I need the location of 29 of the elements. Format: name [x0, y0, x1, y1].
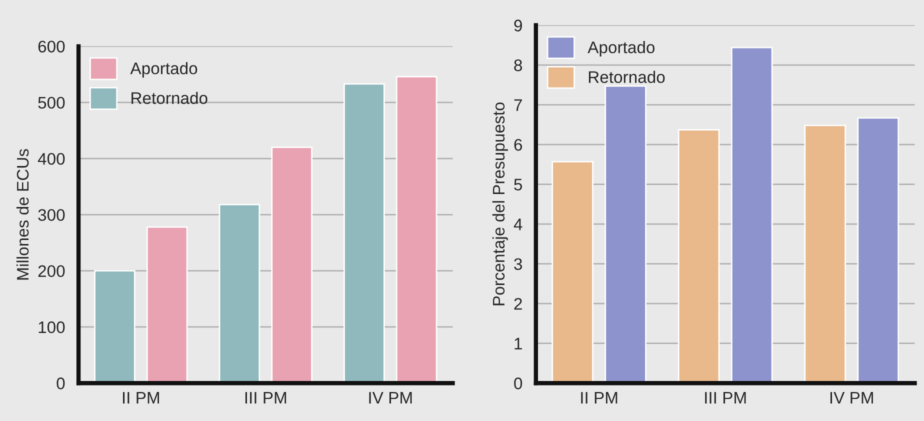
y-tick-label: 5	[514, 178, 522, 191]
y-tick-label: 200	[38, 265, 65, 278]
x-tick-label: III PM	[245, 392, 286, 404]
y-tick-label: 100	[38, 321, 65, 334]
legend-label: Retornado	[588, 70, 665, 84]
y-tick-label: 4	[514, 218, 522, 230]
y-tick-label: 7	[514, 99, 522, 111]
y-tick-label: 8	[514, 59, 522, 72]
y-axis-title: Millones de ECUs	[16, 149, 29, 280]
y-tick-label: 9	[514, 20, 522, 32]
x-tick-label: IV PM	[369, 392, 412, 404]
y-tick-label: 400	[38, 152, 65, 165]
y-tick-label: 3	[514, 258, 522, 270]
x-tick-label: III PM	[705, 392, 746, 404]
y-tick-label: 6	[514, 138, 522, 151]
y-tick-label: 0	[56, 378, 65, 390]
y-tick-label: 2	[514, 298, 522, 310]
legend-label: Aportado	[588, 41, 655, 57]
y-tick-label: 300	[38, 209, 65, 221]
x-tick-label: II PM	[123, 392, 159, 404]
y-tick-label: 1	[514, 338, 522, 350]
y-tick-label: 500	[38, 96, 65, 109]
legend-label: Aportado	[130, 62, 198, 78]
y-tick-label: 600	[38, 40, 65, 53]
y-axis-title: Porcentaje del Presupuesto	[492, 102, 508, 306]
legend-label: Retornado	[132, 92, 208, 104]
x-tick-label: II PM	[581, 392, 618, 404]
x-tick-label: IV PM	[830, 392, 873, 404]
y-tick-label: 0	[514, 378, 522, 390]
